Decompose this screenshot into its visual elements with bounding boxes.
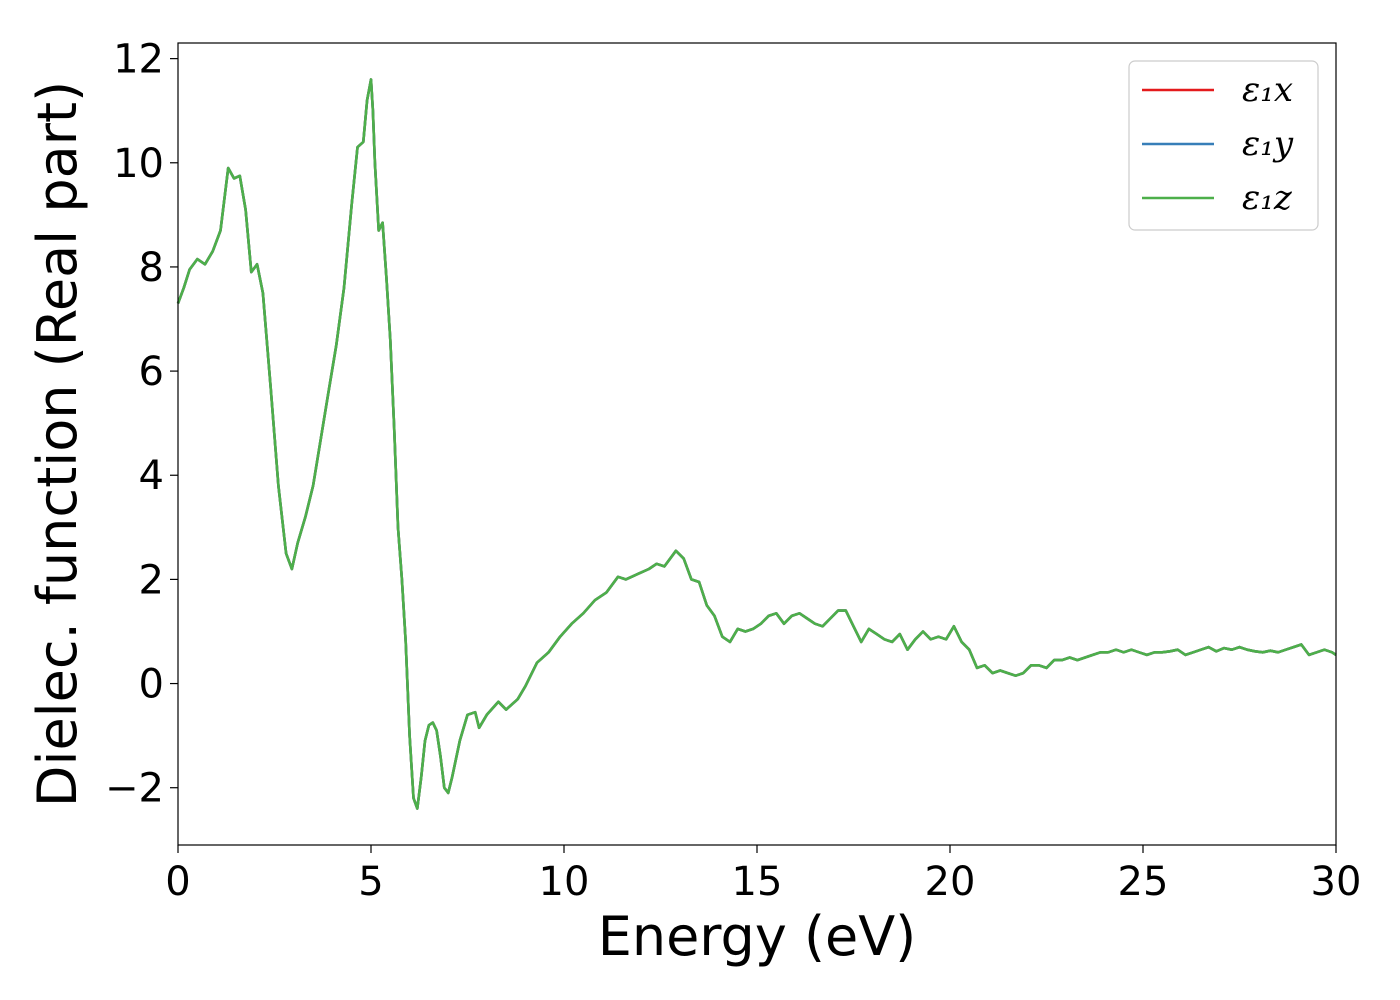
y-tick-label: 2 bbox=[139, 557, 164, 603]
y-tick-label: 8 bbox=[139, 245, 164, 291]
y-tick-label: 12 bbox=[113, 37, 164, 83]
y-tick-label: 6 bbox=[139, 349, 164, 395]
y-axis-label: Dielec. function (Real part) bbox=[26, 81, 89, 807]
x-tick-label: 5 bbox=[358, 859, 383, 905]
x-axis: 0 5 10 15 20 25 30 bbox=[165, 845, 1361, 905]
x-tick-label: 10 bbox=[539, 859, 590, 905]
y-tick-label: 0 bbox=[139, 662, 164, 708]
x-tick-label: 25 bbox=[1118, 859, 1169, 905]
x-axis-label: Energy (eV) bbox=[598, 905, 917, 968]
legend-label: ε₁z bbox=[1242, 178, 1293, 218]
legend: ε₁x ε₁y ε₁z bbox=[1128, 60, 1319, 231]
y-axis: −2 0 2 4 6 8 10 12 bbox=[105, 37, 178, 812]
legend-label: ε₁y bbox=[1242, 124, 1294, 164]
plot-lines bbox=[176, 78, 1337, 810]
y-tick-label: −2 bbox=[105, 766, 164, 812]
x-tick-label: 15 bbox=[732, 859, 783, 905]
x-tick-label: 0 bbox=[165, 859, 190, 905]
series-line-3 bbox=[176, 78, 1337, 810]
legend-label: ε₁x bbox=[1242, 70, 1293, 110]
y-tick-label: 10 bbox=[113, 141, 164, 187]
x-tick-label: 20 bbox=[925, 859, 976, 905]
legend-box bbox=[1128, 60, 1319, 231]
y-tick-label: 4 bbox=[139, 453, 164, 499]
x-tick-label: 30 bbox=[1311, 859, 1362, 905]
